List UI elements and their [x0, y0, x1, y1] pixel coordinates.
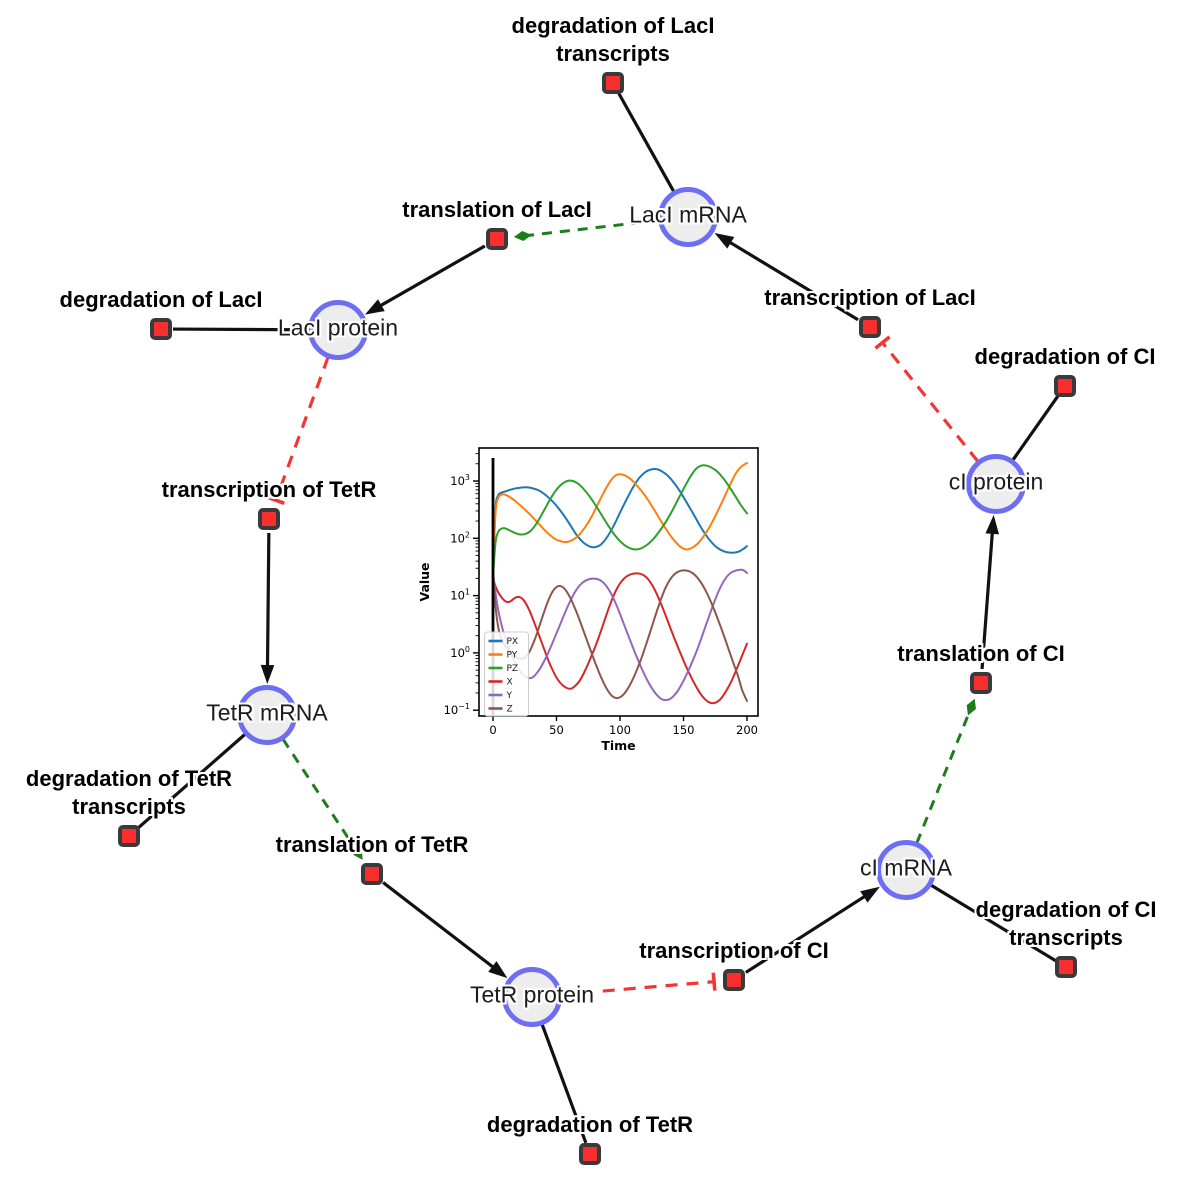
y-tick-label: 10−1 [444, 702, 470, 717]
edge-production-transcr_laci-laci_mrna-arrowhead [714, 233, 735, 249]
species-node-tetr_mrna [237, 685, 297, 745]
reaction-label-deg_tetr: degradation of TetR [486, 1112, 694, 1137]
edge-consumption-ci_protein-deg_ci [1011, 394, 1060, 462]
edge-stimulation-ci_mrna-transl_ci [915, 711, 971, 844]
x-tick-label: 100 [609, 723, 631, 737]
edge-stimulation-tetr_mrna-transl_tetr-diamond-head [352, 844, 363, 860]
edge-inhibition-tetr_protein-transcr_ci [560, 980, 715, 997]
y-tick-label: 100 [450, 645, 470, 660]
reaction-node-transcr_laci [859, 316, 881, 338]
species-node-ci_protein [966, 454, 1026, 514]
species-node-tetr_protein [502, 967, 562, 1027]
x-axis-label: Time [601, 738, 635, 753]
y-tick-label: 103 [450, 473, 470, 488]
edge-production-transcr_ci-ci_mrna [744, 893, 868, 974]
reaction-node-transl_ci [970, 672, 992, 694]
edge-production-transcr_tetr-tetr_mrna [265, 532, 271, 669]
edge-stimulation-laci_mrna-transl_laci-diamond-head [513, 231, 532, 241]
reaction-node-deg_ci_tr [1055, 956, 1077, 978]
legend-label-PY: PY [507, 651, 518, 661]
reaction-node-deg_tetr [579, 1143, 601, 1165]
legend-label-Y: Y [506, 691, 513, 701]
reaction-label-deg_tetr_tr: degradation of TetR transcripts [25, 766, 233, 819]
edge-production-transl_ci-ci_protein-arrowhead [985, 514, 1000, 535]
edge-production-transl_laci-laci_protein-arrowhead [364, 299, 385, 315]
species-node-laci_mrna [658, 187, 718, 247]
legend-label-PZ: PZ [507, 664, 519, 674]
series-PY [492, 462, 748, 574]
y-tick-label: 102 [450, 530, 470, 545]
edge-production-transcr_tetr-tetr_mrna-arrowhead [260, 664, 275, 685]
y-axis-label: Value [417, 562, 432, 601]
reaction-label-transl_tetr: translation of TetR [275, 832, 469, 857]
series-PX [492, 467, 748, 571]
chart-frame [478, 447, 759, 717]
reaction-node-deg_tetr_tr [118, 825, 140, 847]
reaction-node-transcr_ci [723, 969, 745, 991]
series-X [492, 572, 748, 705]
edge-inhibition-ci_protein-transcr_laci [881, 341, 980, 463]
edge-production-transl_tetr-tetr_protein-arrowhead [488, 961, 508, 979]
reaction-label-deg_laci: degradation of LacI [59, 287, 263, 312]
legend-label-X: X [507, 678, 513, 688]
edge-consumption-tetr_protein-deg_tetr [540, 1023, 588, 1144]
edge-stimulation-ci_mrna-transl_ci-diamond-head [966, 698, 976, 716]
x-tick-label: 0 [489, 723, 496, 737]
reaction-node-deg_ci [1054, 375, 1076, 397]
species-node-ci_mrna [876, 840, 936, 900]
x-tick-label: 200 [736, 723, 758, 737]
series-PZ [492, 464, 748, 577]
legend-label-Z: Z [507, 705, 513, 715]
y-tick-label: 101 [450, 588, 470, 603]
reaction-label-transl_laci: translation of LacI [402, 197, 592, 222]
edge-inhibition-ci_protein-transcr_laci-tee-bar [874, 335, 891, 350]
reaction-node-transl_laci [486, 228, 508, 250]
edge-consumption-laci_protein-deg_laci [172, 327, 310, 332]
reaction-label-transl_ci: translation of CI [897, 641, 1065, 666]
edge-consumption-ci_mrna-deg_ci_tr [929, 883, 1057, 963]
species-label-ci_mrna: cI mRNA [860, 854, 952, 881]
reaction-node-transcr_tetr [258, 508, 280, 530]
species-label-laci_protein: LacI protein [277, 314, 399, 341]
reaction-label-deg_ci: degradation of CI [974, 344, 1156, 369]
edge-production-transl_tetr-tetr_protein [382, 881, 496, 970]
edge-production-transcr_laci-laci_mrna [727, 239, 859, 322]
reaction-label-deg_laci_tr: degradation of LacI transcripts [511, 13, 715, 66]
edge-inhibition-tetr_protein-transcr_ci-tee-bar [711, 972, 717, 991]
edge-inhibition-laci_protein-transcr_tetr-tee-bar [266, 495, 285, 505]
legend-label-PX: PX [507, 637, 519, 647]
reaction-node-deg_laci [150, 318, 172, 340]
reaction-label-transcr_ci: transcription of CI [639, 938, 829, 963]
species-label-tetr_mrna: TetR mRNA [206, 699, 328, 726]
reaction-node-deg_laci_tr [602, 72, 624, 94]
edge-stimulation-tetr_mrna-transl_tetr [281, 738, 357, 849]
reaction-label-transcr_laci: transcription of LacI [764, 285, 976, 310]
x-tick-label: 50 [549, 723, 564, 737]
species-label-ci_protein: cI protein [948, 468, 1044, 495]
species-label-tetr_protein: TetR protein [469, 981, 595, 1008]
edge-consumption-laci_mrna-deg_laci_tr [617, 92, 676, 193]
species-label-laci_mrna: LacI mRNA [629, 201, 747, 228]
x-tick-label: 150 [673, 723, 695, 737]
edge-stimulation-laci_mrna-transl_laci [527, 218, 660, 237]
edge-production-transl_ci-ci_protein [980, 530, 995, 670]
reaction-label-transcr_tetr: transcription of TetR [161, 477, 377, 502]
edge-inhibition-laci_protein-transcr_tetr [274, 356, 330, 501]
reaction-label-deg_ci_tr: degradation of CI transcripts [975, 897, 1157, 950]
edge-production-transcr_ci-ci_mrna-arrowhead [860, 886, 880, 903]
reaction-node-transl_tetr [361, 863, 383, 885]
species-node-laci_protein [308, 300, 368, 360]
edge-production-transl_laci-laci_protein [377, 244, 486, 309]
edge-consumption-tetr_mrna-deg_tetr_tr [136, 732, 247, 830]
